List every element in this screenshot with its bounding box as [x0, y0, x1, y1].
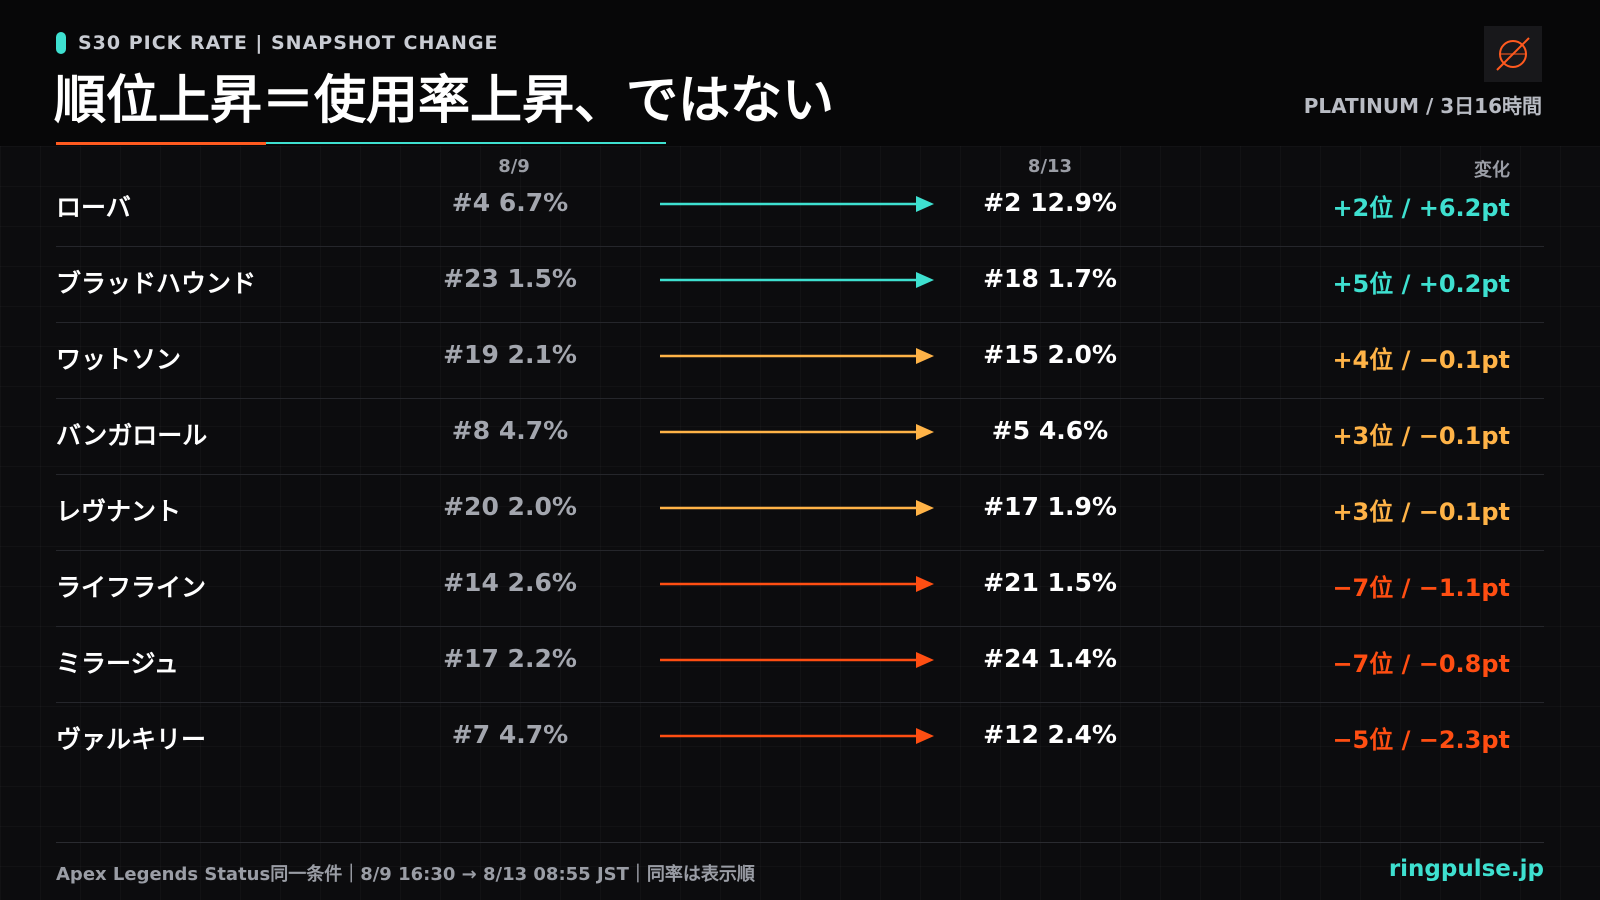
title-underline [266, 142, 666, 144]
table-row: ライフライン #14 2.6% #21 1.5% −7位 / −1.1pt [56, 550, 1544, 627]
rank-rate-to: #18 1.7% [983, 264, 1117, 293]
legend-name: レヴナント [56, 497, 182, 526]
change-value: −5位 / −2.3pt [1332, 726, 1510, 754]
change-arrow [660, 424, 934, 440]
title-underline-accent [56, 142, 266, 145]
site-link[interactable]: ringpulse.jp [1388, 856, 1544, 882]
rank-rate-from: #20 2.0% [443, 492, 577, 521]
table-row: ブラッドハウンド #23 1.5% #18 1.7% +5位 / +0.2pt [56, 246, 1544, 323]
rank-rate-from: #14 2.6% [443, 568, 577, 597]
rank-rate-to: #17 1.9% [983, 492, 1117, 521]
rank-rate-from: #19 2.1% [443, 340, 577, 369]
kicker-pill [56, 32, 66, 54]
footer-divider [56, 842, 1544, 843]
kicker: S30 PICK RATE | SNAPSHOT CHANGE [56, 30, 499, 56]
legend-name: バンガロール [56, 421, 208, 450]
table-row: ミラージュ #17 2.2% #24 1.4% −7位 / −0.8pt [56, 626, 1544, 703]
legend-name: ライフライン [56, 573, 207, 602]
change-arrow [660, 576, 934, 592]
rank-rate-to: #21 1.5% [983, 568, 1117, 597]
rank-rate-to: #12 2.4% [983, 720, 1117, 749]
kicker-text: S30 PICK RATE | SNAPSHOT CHANGE [78, 32, 499, 54]
rank-rate-from: #7 4.7% [451, 720, 569, 749]
rank-rate-to: #15 2.0% [983, 340, 1117, 369]
change-value: +2位 / +6.2pt [1332, 194, 1510, 222]
rank-rate-from: #8 4.7% [451, 416, 569, 445]
change-arrow [660, 272, 934, 288]
arrow-head [916, 272, 934, 288]
grid-background [0, 146, 1600, 900]
change-value: +4位 / −0.1pt [1332, 346, 1510, 374]
legend-name: ミラージュ [56, 649, 179, 678]
brand-logo-icon [1484, 26, 1542, 82]
table-row: ローバ #4 6.7% #2 12.9% +2位 / +6.2pt [56, 170, 1544, 247]
change-value: −7位 / −1.1pt [1332, 574, 1510, 602]
legend-name: ヴァルキリー [56, 725, 207, 754]
tier-duration: PLATINUM / 3日16時間 [1303, 94, 1542, 118]
change-value: +5位 / +0.2pt [1332, 270, 1510, 298]
rank-rate-from: #17 2.2% [443, 644, 577, 673]
table-row: レヴナント #20 2.0% #17 1.9% +3位 / −0.1pt [56, 474, 1544, 551]
column-header-from: 8/9 [498, 156, 530, 177]
change-arrow [660, 652, 934, 668]
change-value: −7位 / −0.8pt [1332, 650, 1510, 678]
arrow-head [916, 196, 934, 212]
legend-name: ローバ [56, 193, 131, 222]
arrow-head [916, 348, 934, 364]
arrow-head [916, 728, 934, 744]
rank-rate-to: #24 1.4% [983, 644, 1117, 673]
change-value: +3位 / −0.1pt [1332, 422, 1510, 450]
table-row: ヴァルキリー #7 4.7% #12 2.4% −5位 / −2.3pt [56, 702, 1544, 778]
change-arrow [660, 348, 934, 364]
rank-rate-to: #5 4.6% [991, 416, 1109, 445]
change-value: +3位 / −0.1pt [1332, 498, 1510, 526]
legend-name: ワットソン [56, 345, 182, 374]
footer-source: Apex Legends Status同一条件｜8/9 16:30 → 8/13… [56, 864, 755, 885]
change-arrow [660, 196, 934, 212]
column-header-to: 8/13 [1027, 156, 1073, 177]
arrow-head [916, 576, 934, 592]
change-arrow [660, 500, 934, 516]
table-row: ワットソン #19 2.1% #15 2.0% +4位 / −0.1pt [56, 322, 1544, 399]
legend-name: ブラッドハウンド [56, 269, 257, 298]
table-row: バンガロール #8 4.7% #5 4.6% +3位 / −0.1pt [56, 398, 1544, 475]
arrow-head [916, 424, 934, 440]
header [0, 0, 1600, 146]
rank-rate-to: #2 12.9% [983, 188, 1117, 217]
arrow-head [916, 652, 934, 668]
page-title: 順位上昇＝使用率上昇、ではない [54, 71, 835, 131]
change-arrow [660, 728, 934, 744]
rank-rate-from: #23 1.5% [443, 264, 577, 293]
arrow-head [916, 500, 934, 516]
rank-rate-from: #4 6.7% [451, 188, 569, 217]
column-header-change: 変化 [1474, 160, 1510, 181]
